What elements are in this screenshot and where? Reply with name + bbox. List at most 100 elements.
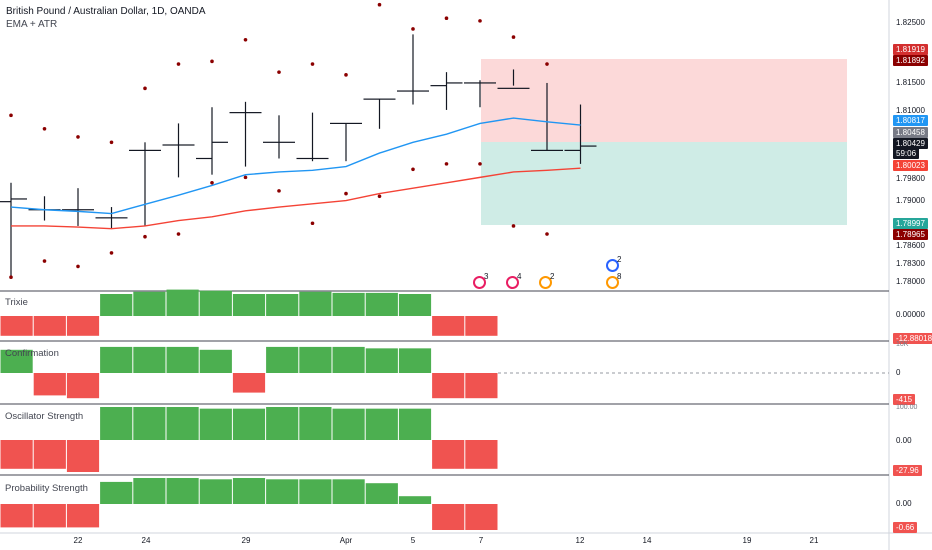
indicator-legend[interactable]: EMA + ATR — [6, 19, 58, 30]
pane-title-trixie[interactable]: Trixie — [5, 297, 28, 308]
price-label-atr-lower: 1.78965 — [893, 229, 928, 240]
histogram-bar — [266, 346, 299, 373]
histogram-bar — [100, 346, 133, 373]
symbol-title[interactable]: British Pound / Australian Dollar, 1D, O… — [6, 6, 206, 17]
histogram-bar — [33, 440, 66, 469]
take-profit-zone[interactable] — [481, 142, 847, 225]
histogram-bar — [133, 291, 166, 316]
pane-title-oscillator[interactable]: Oscillator Strength — [5, 411, 84, 422]
atr-dot — [210, 180, 214, 185]
atr-dot — [76, 135, 80, 139]
atr-dot — [176, 232, 181, 236]
histogram-bar — [199, 349, 232, 373]
pane-last-value: -415 — [893, 394, 916, 405]
price-label-target: 1.78997 — [893, 218, 928, 229]
atr-dot — [511, 35, 516, 39]
price-tick: 1.78300 — [896, 259, 925, 268]
histogram-bar — [0, 316, 33, 336]
histogram-bar — [465, 373, 498, 399]
pane-title-probability[interactable]: Probability Strength — [5, 483, 88, 494]
atr-dot — [478, 162, 482, 166]
atr-dot — [545, 62, 549, 66]
pane-last-value: -12.88018 — [893, 333, 932, 344]
event-flag-icon[interactable] — [473, 276, 486, 289]
histogram-bar — [266, 479, 299, 504]
countdown-label: 59:06 — [893, 148, 920, 159]
price-label-last: 1.80429 — [893, 138, 928, 149]
atr-dot — [377, 194, 382, 199]
histogram-bar — [100, 481, 133, 504]
histogram-bar — [33, 316, 66, 336]
histogram-bar — [232, 373, 266, 393]
histogram-bar — [299, 479, 332, 504]
price-tick: 1.81000 — [896, 106, 925, 115]
histogram-bar — [166, 407, 199, 440]
price-label-entry: 1.80458 — [893, 127, 928, 138]
atr-dot — [545, 232, 549, 236]
pane-title-confirmation[interactable]: Confirmation — [5, 348, 59, 359]
price-label-stop: 1.81919 — [893, 44, 928, 55]
price-tick: 1.79800 — [896, 174, 925, 183]
atr-dot — [210, 59, 214, 64]
histogram-bar — [365, 408, 398, 440]
oscillator-histograms — [0, 289, 498, 530]
atr-dot — [310, 221, 315, 226]
atr-dot — [9, 275, 13, 280]
histogram-bar — [332, 408, 365, 440]
atr-dot — [243, 175, 248, 180]
ema-fast-line — [10, 117, 581, 215]
date-tick: 22 — [73, 536, 83, 545]
pane-axis-tick: 0.00 — [896, 436, 912, 445]
stop-loss-zone[interactable] — [481, 59, 847, 142]
histogram-bar — [166, 478, 199, 504]
date-tick: 21 — [809, 536, 819, 545]
histogram-bar — [0, 440, 33, 469]
histogram-bar — [365, 483, 398, 504]
date-tick: 29 — [241, 536, 251, 545]
histogram-bar — [66, 316, 100, 336]
histogram-bar — [33, 373, 66, 396]
atr-dot — [344, 191, 348, 196]
histogram-bar — [465, 316, 498, 336]
histogram-bar — [199, 408, 232, 440]
atr-dot — [411, 167, 415, 172]
price-tick: 1.79000 — [896, 196, 925, 205]
histogram-bar — [232, 478, 266, 504]
histogram-bar — [133, 346, 166, 373]
pane-axis-clip: 100.00 — [896, 404, 918, 411]
price-label-ema-fast: 1.80817 — [893, 115, 928, 126]
atr-dot — [444, 16, 449, 20]
date-tick: 7 — [478, 536, 484, 545]
price-label-atr-upper: 1.81892 — [893, 55, 928, 66]
histogram-bar — [199, 479, 232, 504]
histogram-bar — [299, 407, 332, 440]
atr-dot — [42, 127, 47, 131]
atr-dots — [9, 2, 549, 280]
atr-dot — [109, 251, 114, 255]
moving-averages — [10, 117, 581, 230]
atr-dot — [444, 162, 449, 166]
histogram-bar — [133, 478, 166, 504]
histogram-bar — [33, 504, 66, 528]
event-flag-icon[interactable] — [539, 276, 552, 289]
histogram-bar — [398, 408, 432, 440]
histogram-bar — [432, 316, 465, 336]
atr-dot — [411, 27, 415, 31]
histogram-bar — [100, 407, 133, 440]
histogram-bar — [465, 504, 498, 530]
atr-dot — [143, 86, 147, 91]
histogram-bar — [166, 346, 199, 373]
histogram-bar — [465, 440, 498, 469]
pane-axis-clip: 10K — [896, 341, 909, 348]
event-flag-icon[interactable] — [506, 276, 519, 289]
event-flag-icon[interactable] — [606, 276, 619, 289]
event-count: 4 — [517, 272, 522, 281]
histogram-bar — [432, 373, 465, 399]
event-count: 3 — [484, 272, 489, 281]
histogram-bar — [232, 294, 266, 316]
histogram-bar — [66, 440, 100, 472]
event-flag-icon[interactable] — [606, 259, 619, 272]
histogram-bar — [66, 504, 100, 528]
atr-dot — [76, 264, 80, 269]
